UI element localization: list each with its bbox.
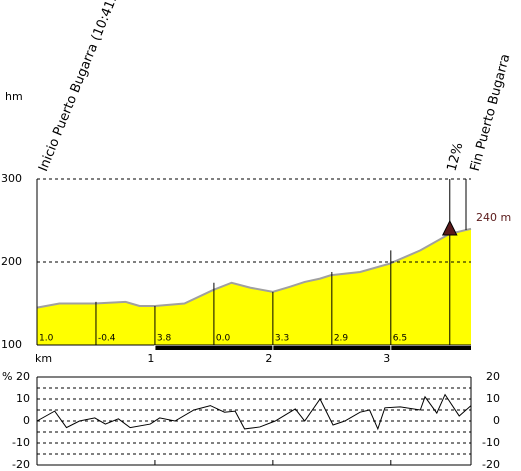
segment-grade: 3.3 [275, 334, 289, 344]
area-fill [37, 228, 471, 345]
y2-tick-label: -10 [482, 436, 500, 449]
y2-tick-label: 10 [486, 392, 500, 405]
y-tick-label: 0 [23, 414, 30, 427]
segment-grade: 3.8 [157, 334, 172, 344]
y2-tick-label: 20 [486, 370, 500, 383]
segment-grade: 1.0 [39, 334, 54, 344]
x-axis-label: km [35, 352, 52, 365]
y-tick-label: 20 [16, 370, 30, 383]
area-line [36, 227, 472, 309]
end-label: Fin Puerto Bugarra [468, 52, 514, 172]
y-tick-label: 200 [1, 255, 22, 268]
x-tick-label: 3 [383, 352, 390, 365]
segment-grade: 6.5 [393, 334, 407, 344]
y-axis-label: % [2, 370, 12, 383]
end-value-label: 240 m [476, 211, 511, 224]
start-label: Inicio Puerto Bugarra (10:41:33) [36, 0, 128, 174]
y-axis-label: hm [5, 90, 23, 103]
y-tick-label: -10 [12, 436, 30, 449]
segment-grade: 0.0 [216, 334, 231, 344]
max-grade-label: 12% [445, 141, 467, 173]
y-tick-label: 10 [16, 392, 30, 405]
y-tick-label: 100 [1, 338, 22, 351]
km-bar [154, 346, 471, 350]
y-tick-label: -20 [12, 458, 30, 471]
x-tick-label: 2 [265, 352, 272, 365]
segment-grade: -0.4 [98, 334, 116, 344]
y-tick-label: 300 [1, 172, 22, 185]
grade-line [36, 393, 472, 431]
y2-tick-label: 0 [493, 414, 500, 427]
y2-tick-label: -20 [482, 458, 500, 471]
segment-grade: 2.9 [334, 334, 349, 344]
x-tick-label: 1 [147, 352, 154, 365]
max-grade-icon [441, 219, 458, 236]
